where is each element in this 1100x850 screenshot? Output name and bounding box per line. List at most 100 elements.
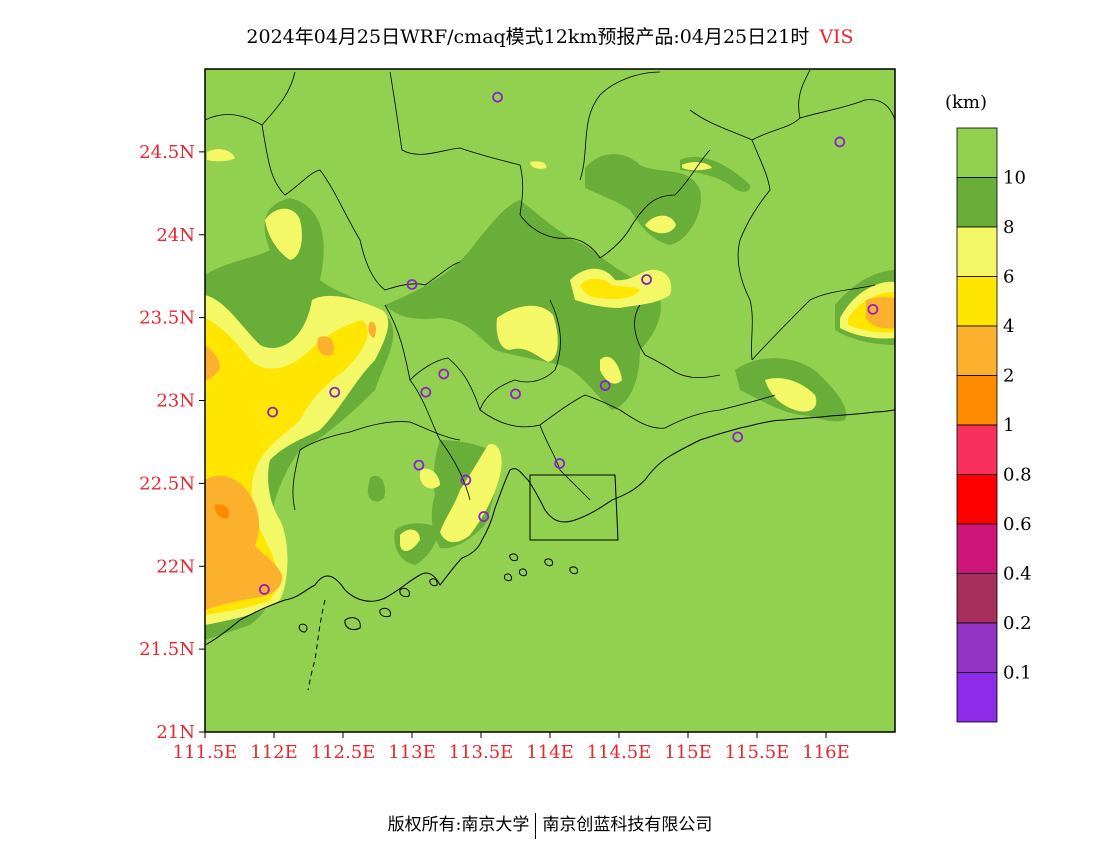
coastline-main: [205, 409, 895, 646]
station-marker: [258, 584, 270, 595]
longitude-axis: 111.5E 112E 112.5E 113E 113.5E 114E 114.5E 115E…: [173, 732, 850, 763]
region-bay-light: [400, 529, 420, 552]
boundary-west-2: [292, 449, 301, 511]
lon-tick-label: 111.5E: [173, 742, 238, 763]
lon-tick-label: 115.5E: [725, 742, 790, 763]
latitude-axis: 24.5N 24N 23.5N 23N 22.5N 22N 21.5N 21N: [139, 142, 205, 743]
region-small-north: [530, 161, 547, 169]
legend-swatch: [956, 325, 998, 376]
legend-swatch: [956, 276, 998, 327]
station-marker: [267, 406, 279, 418]
boundary-mid-2: [479, 299, 561, 411]
copyright-footer: 版权所有:南京大学 南京创蓝科技有限公司: [0, 810, 1100, 839]
boundary-north-7: [689, 109, 771, 241]
island-6: [519, 568, 527, 577]
boundary-mid-6: [619, 394, 776, 429]
lon-tick-label: 112E: [250, 742, 298, 763]
legend-label: 10: [1003, 168, 1026, 189]
legend-swatch: [956, 226, 998, 277]
coastline: [205, 409, 895, 691]
lon-tick-label: 113.5E: [449, 742, 514, 763]
legend-label: 0.4: [1003, 564, 1032, 585]
legend-swatch: [956, 424, 998, 475]
region-mid-orange: [317, 336, 334, 356]
island-7: [544, 558, 553, 567]
station-marker: [406, 279, 418, 290]
region-east-patch: [765, 378, 817, 412]
legend-label: 8: [1003, 217, 1014, 238]
island-3: [399, 587, 410, 598]
station-marker: [438, 368, 450, 380]
legend-swatch: [956, 523, 998, 574]
station-marker: [732, 431, 744, 443]
island-8: [569, 566, 578, 575]
footer-separator: [535, 812, 537, 839]
region-north-ne-patch: [645, 215, 676, 234]
station-marker: [599, 380, 611, 391]
region-north-patch: [207, 149, 235, 162]
island-5: [509, 553, 518, 562]
boundary-north-6: [599, 149, 711, 259]
lat-tick-label: 22.5N: [139, 473, 195, 494]
legend-unit: (km): [945, 92, 987, 113]
region-central-dark-band: [385, 200, 661, 410]
footer-right: 南京创蓝科技有限公司: [542, 815, 713, 835]
station-marker: [478, 511, 490, 522]
bay-outline: [529, 474, 619, 541]
lat-tick-label: 23.5N: [139, 308, 195, 329]
boundary-north-9: [799, 99, 895, 121]
station-marker: [641, 274, 652, 285]
admin-boundaries: [205, 69, 895, 511]
legend-swatch: [956, 573, 998, 624]
legend-swatch: [956, 177, 998, 228]
boundary-north-5: [579, 71, 661, 181]
island-9: [504, 573, 512, 582]
region-west-deep-orange: [214, 504, 230, 519]
lon-tick-label: 114.5E: [587, 742, 652, 763]
island-10: [298, 623, 308, 633]
legend-label: 0.8: [1003, 465, 1032, 486]
legend-swatch: [956, 474, 998, 525]
legend-label: 0.6: [1003, 514, 1032, 535]
lon-tick-label: 113E: [388, 742, 436, 763]
boundary-west-1: [299, 421, 461, 451]
station-marker: [420, 386, 432, 398]
boundary-north-3: [389, 71, 524, 216]
legend-swatch: [956, 127, 998, 178]
station-marker: [554, 458, 566, 469]
region-northwest-patch: [265, 208, 302, 260]
boundary-east-1: [737, 239, 753, 361]
station-markers: [258, 91, 879, 595]
boundary-mid-1: [634, 304, 721, 379]
station-marker: [413, 459, 425, 471]
lat-tick-label: 21.5N: [139, 639, 195, 660]
station-marker: [834, 136, 846, 148]
lon-tick-label: 112.5E: [311, 742, 376, 763]
visibility-1km-regions: [214, 504, 230, 519]
lat-tick-label: 22N: [156, 556, 195, 577]
legend-swatch: [956, 672, 998, 723]
lat-tick-label: 23N: [156, 391, 195, 412]
region-small-orange: [368, 321, 377, 338]
map-plot-area: [205, 69, 895, 732]
region-coastal-light: [440, 444, 502, 543]
boundary-east-2: [751, 284, 876, 361]
legend-label: 1: [1003, 415, 1014, 436]
region-small-dark: [367, 475, 386, 502]
station-marker: [867, 303, 879, 315]
station-marker: [510, 388, 521, 400]
legend-label: 4: [1003, 316, 1014, 337]
legend-label: 0.1: [1003, 663, 1032, 684]
station-marker: [329, 386, 341, 398]
region-central-patch: [496, 305, 558, 362]
title-variable: VIS: [819, 26, 854, 48]
sea-boundary-dashed: [307, 599, 326, 691]
lon-tick-label: 116E: [802, 742, 850, 763]
legend-colorbar: 10 8 6 4 2 1 0.8 0.6 0.4 0.2 0.1: [956, 127, 1032, 723]
station-marker: [460, 474, 472, 486]
boundary-north-1: [205, 114, 461, 291]
station-marker: [492, 91, 503, 103]
boundary-west-3: [539, 424, 591, 501]
boundary-mid-4: [409, 357, 481, 411]
